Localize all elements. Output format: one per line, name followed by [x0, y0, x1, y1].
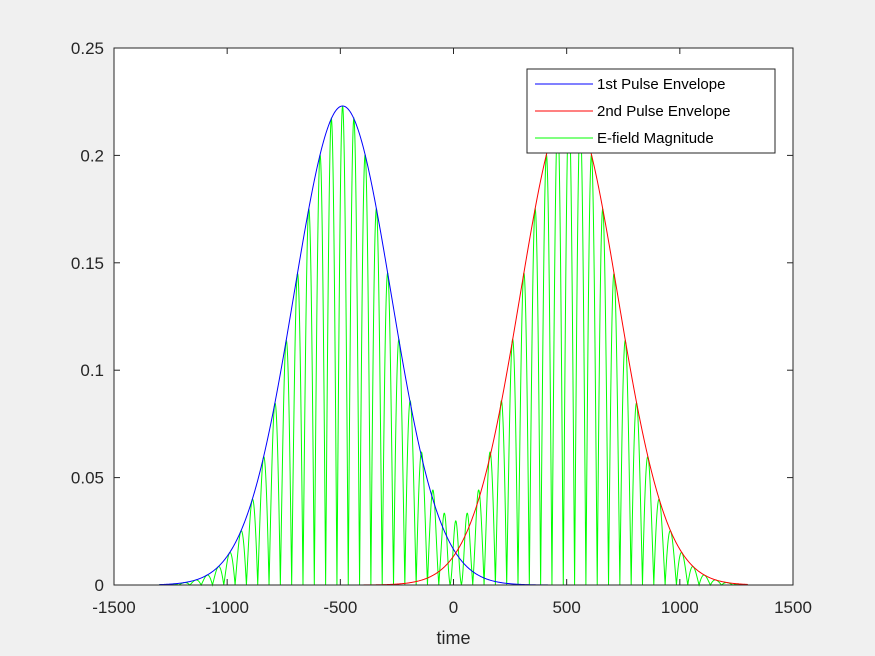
x-axis-label: time [436, 628, 470, 648]
x-tick-label: 1000 [661, 598, 699, 617]
y-tick-label: 0.2 [80, 146, 104, 165]
y-tick-label: 0 [95, 576, 104, 595]
x-tick-label: -1500 [92, 598, 135, 617]
legend-entry-label: 1st Pulse Envelope [597, 76, 725, 93]
y-tick-label: 0.05 [71, 469, 104, 488]
x-tick-label: 500 [552, 598, 580, 617]
x-tick-label: 1500 [774, 598, 812, 617]
x-tick-label: -1000 [205, 598, 248, 617]
y-tick-label: 0.1 [80, 361, 104, 380]
x-tick-label: -500 [323, 598, 357, 617]
legend: 1st Pulse Envelope 2nd Pulse Envelope E-fi… [526, 68, 776, 154]
legend-entry-label: 2nd Pulse Envelope [597, 103, 730, 120]
x-axis-ticks: -1500 -1000 -500 0 500 1000 1500 [92, 48, 812, 617]
x-tick-label: 0 [449, 598, 458, 617]
series-line-e-field-magnitude [159, 105, 748, 587]
y-axis-ticks: 0 0.05 0.1 0.15 0.2 0.25 [71, 39, 793, 595]
legend-entry-label: E-field Magnitude [597, 130, 714, 147]
y-tick-label: 0.15 [71, 254, 104, 273]
y-tick-label: 0.25 [71, 39, 104, 58]
